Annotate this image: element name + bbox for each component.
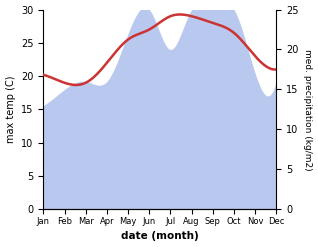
Y-axis label: max temp (C): max temp (C) (5, 76, 16, 143)
X-axis label: date (month): date (month) (121, 231, 199, 242)
Y-axis label: med. precipitation (kg/m2): med. precipitation (kg/m2) (303, 49, 313, 170)
